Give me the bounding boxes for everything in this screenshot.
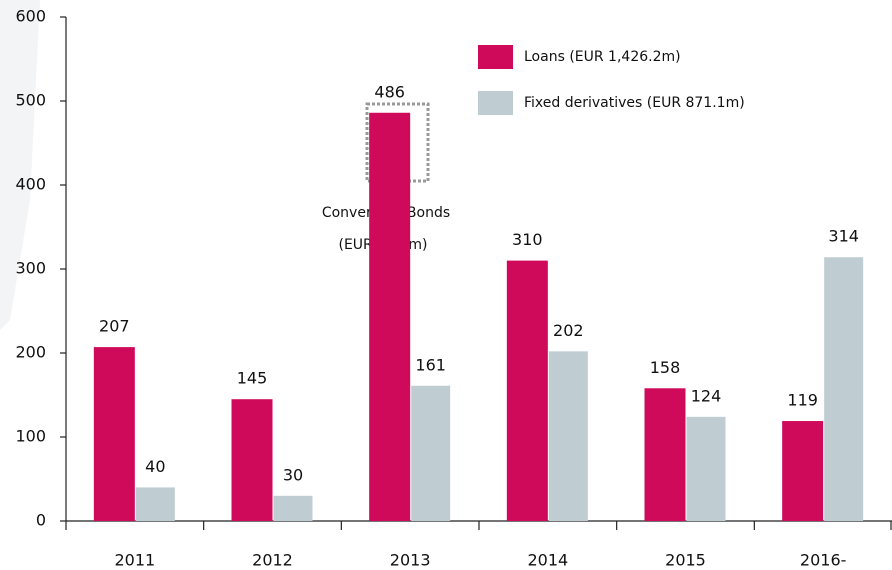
legend-label: Loans (EUR 1,426.2m) [524, 49, 681, 65]
y-tick-label: 500 [15, 91, 46, 110]
data-label: 30 [283, 465, 303, 484]
legend-swatch [478, 91, 513, 115]
y-tick-label: 600 [15, 7, 46, 26]
legend-swatch [478, 45, 513, 69]
x-tick-label: 2011 [114, 551, 155, 570]
y-tick-label: 300 [15, 259, 46, 278]
y-tick-label: 200 [15, 343, 46, 362]
data-label: 207 [99, 317, 130, 336]
x-tick-label: 2015 [665, 551, 706, 570]
data-label: 161 [415, 355, 446, 374]
x-tick-label: 2016- [800, 551, 847, 570]
data-label: 124 [691, 386, 722, 405]
bar [273, 495, 313, 521]
bar [644, 388, 686, 521]
highlight-box [365, 102, 430, 183]
x-tick-label: 2012 [252, 551, 293, 570]
y-tick-label: 0 [36, 511, 46, 530]
data-label: 119 [787, 391, 818, 410]
data-label: 40 [145, 457, 165, 476]
bar [548, 351, 588, 521]
legend-label: Fixed derivatives (EUR 871.1m) [524, 95, 745, 111]
bar [782, 421, 824, 521]
data-label: 314 [828, 227, 859, 246]
bar [411, 385, 451, 521]
bar [686, 416, 726, 521]
x-tick-label: 2014 [527, 551, 568, 570]
y-tick-label: 100 [15, 427, 46, 446]
bar [135, 487, 175, 521]
bar [506, 260, 548, 521]
background-shape [0, 0, 40, 330]
data-label: 310 [512, 230, 543, 249]
bar [369, 112, 411, 521]
data-label: 145 [237, 369, 268, 388]
bar [231, 399, 273, 521]
y-tick-label: 400 [15, 175, 46, 194]
data-label: 486 [374, 82, 405, 101]
x-tick-label: 2013 [390, 551, 431, 570]
data-label: 158 [650, 358, 681, 377]
data-label: 202 [553, 321, 584, 340]
bar [93, 347, 135, 521]
bar [824, 257, 864, 521]
